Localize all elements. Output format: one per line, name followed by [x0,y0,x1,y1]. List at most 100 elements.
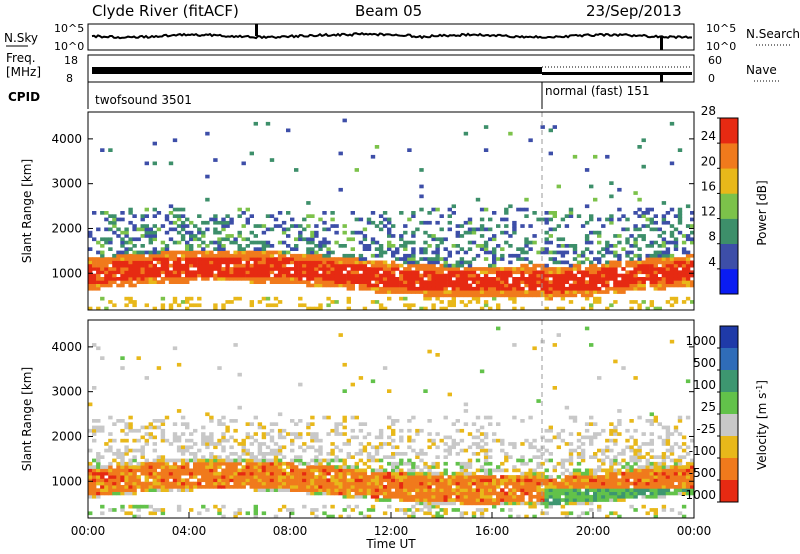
power-heatmap-cell [508,283,513,288]
vel-heatmap-cell [253,475,258,479]
power-heatmap-cell [164,253,170,258]
power-heatmap-cell [633,280,638,284]
power-heatmap-cell [419,257,424,261]
vel-heatmap-cell [475,415,481,420]
vel-heatmap-cell [633,488,638,492]
power-heatmap-cell [197,250,202,255]
vel-heatmap-cell [144,432,149,436]
power-heatmap-cell [419,194,424,199]
power-heatmap-cell [451,296,456,301]
vel-heatmap-cell [475,478,481,483]
power-heatmap-cell [241,211,246,215]
vel-heatmap-cell [306,432,311,436]
vel-heatmap-cell [269,435,275,440]
vel-heatmap-cell [362,468,368,473]
vel-heatmap-cell [197,485,202,489]
vel-heatmap-cell [382,455,388,459]
vel-heatmap-cell [520,498,525,502]
vel-heatmap-cell [112,471,117,476]
vel-heatmap-cell [370,488,376,492]
vel-heatmap-cell [108,485,113,489]
vel-heatmap-cell [500,501,505,506]
vel-heatmap-cell [492,475,497,479]
vel-heatmap-cell [104,468,109,473]
vel-heatmap-cell [342,362,347,367]
vel-heatmap-cell [128,422,133,426]
vel-heatmap-cell [584,428,590,433]
power-heatmap-cell [160,277,166,281]
vel-heatmap-cell [193,458,198,463]
power-heatmap-cell [560,270,566,275]
vel-heatmap-cell [302,471,307,476]
power-heatmap-cell [318,303,323,308]
power-heatmap-cell [136,267,141,271]
vel-heatmap-cell [443,511,448,516]
vel-heatmap-cell [617,485,622,489]
power-heatmap-cell [641,300,646,304]
power-heatmap-cell [435,277,440,281]
vel-heatmap-cell [185,461,190,466]
vel-heatmap-cell [205,461,210,466]
vel-heatmap-cell [653,511,658,516]
power-heatmap-cell [326,270,331,275]
power-heatmap-cell [286,273,291,278]
vel-heatmap-cell [326,485,331,489]
power-heatmap-cell [576,253,582,258]
vel-heatmap-cell [407,445,412,450]
vel-heatmap-cell [584,498,590,502]
vel-heatmap-cell [649,461,654,466]
vel-heatmap-cell [508,475,513,479]
power-heatmap-cell [273,257,279,261]
vel-heatmap-cell [661,485,667,489]
power-heatmap-cell [354,260,359,265]
vel-heatmap-cell [180,465,186,469]
power-heatmap-cell [281,260,287,265]
vel-heatmap-cell [576,461,582,466]
power-heatmap-cell [152,237,157,242]
vel-heatmap-cell [290,442,295,446]
power-heatmap-cell [645,224,650,228]
power-heatmap-cell [403,270,408,275]
vel-heatmap-cell [512,498,517,502]
vel-heatmap-cell [108,491,113,496]
power-heatmap-cell [318,273,323,278]
power-heatmap-cell [168,211,174,215]
power-heatmap-cell [221,306,226,311]
power-heatmap-cell [496,257,501,261]
power-heatmap-cell [314,273,319,278]
vel-heatmap-cell [617,471,622,476]
vel-heatmap-cell [637,452,642,456]
vel-heatmap-cell [124,448,129,453]
power-heatmap-cell [128,257,133,261]
vel-heatmap-cell [217,442,222,446]
vel-heatmap-cell [108,478,113,483]
power-heatmap-cell [508,290,513,294]
vel-heatmap-cell [334,465,339,469]
vel-heatmap-cell [172,458,178,463]
power-heatmap-cell [451,273,456,278]
power-heatmap-cell [104,217,109,222]
power-heatmap-cell [185,300,190,304]
vel-heatmap-cell [132,458,137,463]
power-heatmap-cell [213,273,218,278]
power-heatmap-cell [382,280,388,284]
vel-heatmap-cell [302,475,307,479]
power-heatmap-cell [88,230,93,235]
power-heatmap-cell [673,260,679,265]
vel-heatmap-cell [189,471,194,476]
vel-heatmap-cell [657,461,662,466]
vel-heatmap-cell [637,415,642,420]
vel-heatmap-cell [88,478,93,483]
power-heatmap-cell [504,211,509,215]
vel-heatmap-cell [669,468,675,473]
power-heatmap-cell [213,158,218,162]
vel-heatmap-cell [213,481,218,486]
power-heatmap-cell [334,267,339,271]
vel-heatmap-cell [277,478,283,483]
power-heatmap-cell [330,267,335,271]
vel-heatmap-cell [273,488,279,492]
power-heatmap-cell [164,260,170,265]
power-heatmap-cell [613,263,618,268]
vel-heatmap-cell [330,465,335,469]
power-heatmap-cell [520,273,525,278]
